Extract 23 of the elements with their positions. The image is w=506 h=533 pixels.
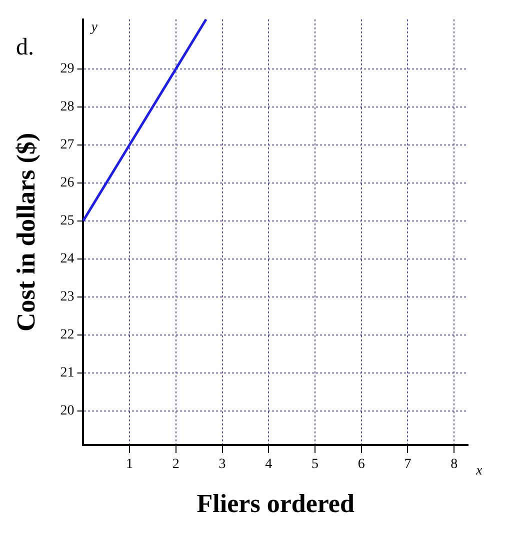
y-tick-label: 20 bbox=[60, 403, 74, 418]
y-tick-label: 27 bbox=[60, 137, 74, 152]
x-axis-title: Fliers ordered bbox=[196, 489, 355, 518]
x-tick-label: 7 bbox=[404, 457, 412, 472]
y-tick-label: 26 bbox=[60, 175, 74, 190]
y-tick-label: 25 bbox=[60, 213, 74, 228]
y-tick-label: 22 bbox=[60, 327, 74, 342]
x-tick-label: 1 bbox=[126, 457, 134, 472]
annotation: y bbox=[89, 20, 98, 36]
y-tick-label: 21 bbox=[60, 365, 74, 380]
x-tick-label: 2 bbox=[172, 457, 180, 472]
y-axis-title: Cost in dollars ($) bbox=[11, 132, 40, 332]
y-tick-label: 29 bbox=[60, 61, 74, 76]
text: d. bbox=[16, 34, 34, 60]
x-tick-label: 3 bbox=[218, 457, 226, 472]
x-tick-label: 4 bbox=[265, 457, 272, 472]
y-tick-label: 24 bbox=[60, 251, 74, 266]
y-tick-label: 23 bbox=[60, 289, 74, 304]
y-tick-label: 28 bbox=[60, 99, 74, 114]
x-tick-label: 8 bbox=[450, 457, 458, 472]
text: x bbox=[475, 464, 483, 479]
x-tick-label: 5 bbox=[312, 457, 319, 472]
x-tick-label: 6 bbox=[358, 457, 365, 472]
